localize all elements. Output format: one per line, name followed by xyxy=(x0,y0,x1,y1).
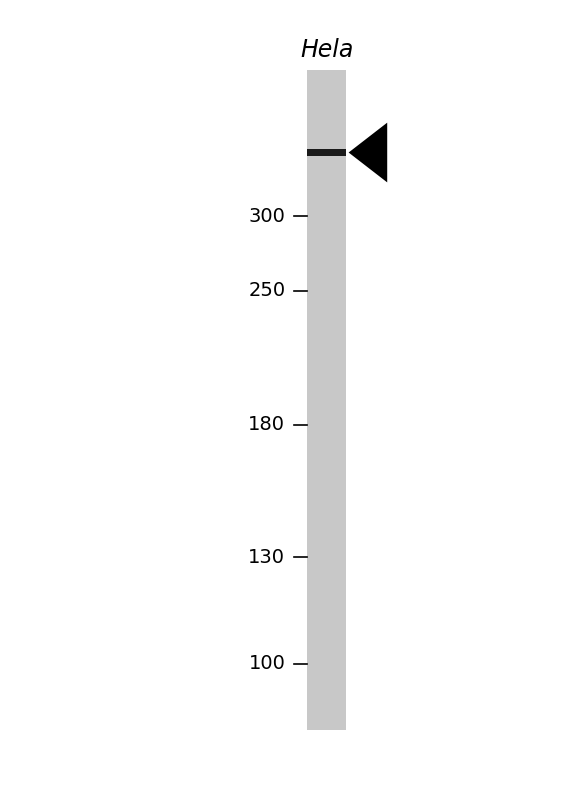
Text: 130: 130 xyxy=(248,547,285,566)
Text: 300: 300 xyxy=(249,207,285,226)
Text: 250: 250 xyxy=(248,282,285,300)
Bar xyxy=(307,70,346,730)
Bar xyxy=(307,150,346,156)
Text: Hela: Hela xyxy=(300,38,353,62)
Polygon shape xyxy=(349,122,387,182)
Text: 180: 180 xyxy=(248,415,285,434)
Text: 100: 100 xyxy=(249,654,285,674)
